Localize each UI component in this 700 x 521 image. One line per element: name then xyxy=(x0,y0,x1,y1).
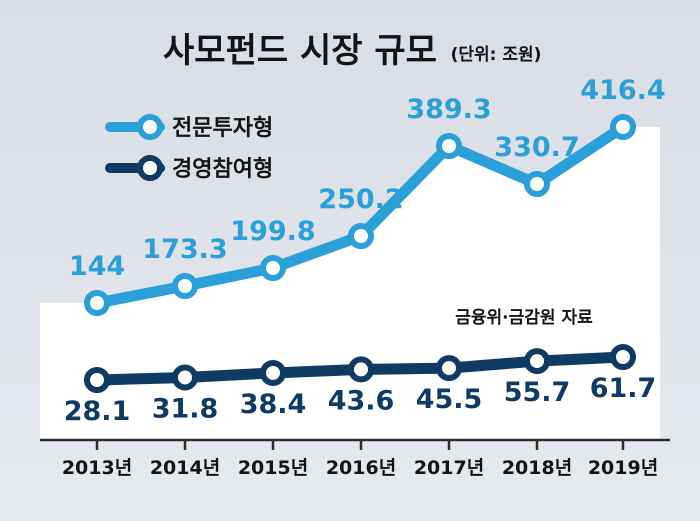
chart-title: 사모펀드 시장 규모 xyxy=(163,31,437,71)
x-tick-label: 2017년 xyxy=(414,457,484,479)
legend-label-pro: 전문투자형 xyxy=(172,116,273,141)
legend-marker-pro xyxy=(137,114,163,140)
point-mgmt xyxy=(436,355,462,382)
data-label-mgmt: 31.8 xyxy=(152,393,219,424)
legend-label-mgmt: 경영참여형 xyxy=(172,157,273,182)
point-pro xyxy=(84,290,110,316)
point-mgmt xyxy=(610,344,636,370)
x-tick-label: 2018년 xyxy=(502,457,572,479)
legend-marker-mgmt xyxy=(137,155,163,181)
point-pro xyxy=(610,114,636,140)
point-pro xyxy=(172,273,198,299)
data-label-pro: 173.3 xyxy=(142,234,227,265)
data-label-pro: 144 xyxy=(69,251,125,282)
x-tick-label: 2014년 xyxy=(150,457,220,479)
data-label-mgmt: 43.6 xyxy=(328,385,395,416)
x-tick-label: 2016년 xyxy=(326,457,396,479)
data-label-pro: 250.2 xyxy=(318,184,403,215)
point-mgmt xyxy=(348,356,374,383)
data-label-pro: 389.3 xyxy=(406,94,491,125)
point-pro xyxy=(436,133,462,159)
point-mgmt xyxy=(172,364,198,391)
unit-note: (단위: 조원) xyxy=(451,45,542,65)
point-pro xyxy=(524,171,550,197)
point-mgmt xyxy=(84,367,110,393)
x-tick-label: 2015년 xyxy=(238,457,308,479)
x-tick-label: 2019년 xyxy=(588,457,658,479)
x-axis-ticks xyxy=(95,440,625,450)
data-label-pro: 330.7 xyxy=(494,132,579,163)
data-label-mgmt: 55.7 xyxy=(504,377,571,408)
data-label-mgmt: 28.1 xyxy=(64,396,131,427)
source-note: 금융위·금감원 자료 xyxy=(455,308,593,328)
legend: 전문투자형 경영참여형 xyxy=(105,114,273,182)
point-mgmt xyxy=(260,359,286,386)
legend-item-mgmt: 경영참여형 xyxy=(105,155,273,182)
point-pro xyxy=(260,255,286,281)
point-pro xyxy=(348,223,374,249)
series-points xyxy=(84,114,636,393)
data-label-mgmt: 45.5 xyxy=(416,384,483,415)
x-axis-tick-labels: 2013년 2014년 2015년 2016년 2017년 2018년 2019년 xyxy=(62,457,658,479)
legend-item-pro: 전문투자형 xyxy=(105,114,273,141)
data-label-pro: 416.4 xyxy=(580,75,665,106)
data-label-mgmt: 38.4 xyxy=(240,389,307,420)
x-tick-label: 2013년 xyxy=(62,457,132,479)
data-label-pro: 199.8 xyxy=(230,216,315,247)
data-label-mgmt: 61.7 xyxy=(590,373,657,404)
point-mgmt xyxy=(524,348,550,375)
